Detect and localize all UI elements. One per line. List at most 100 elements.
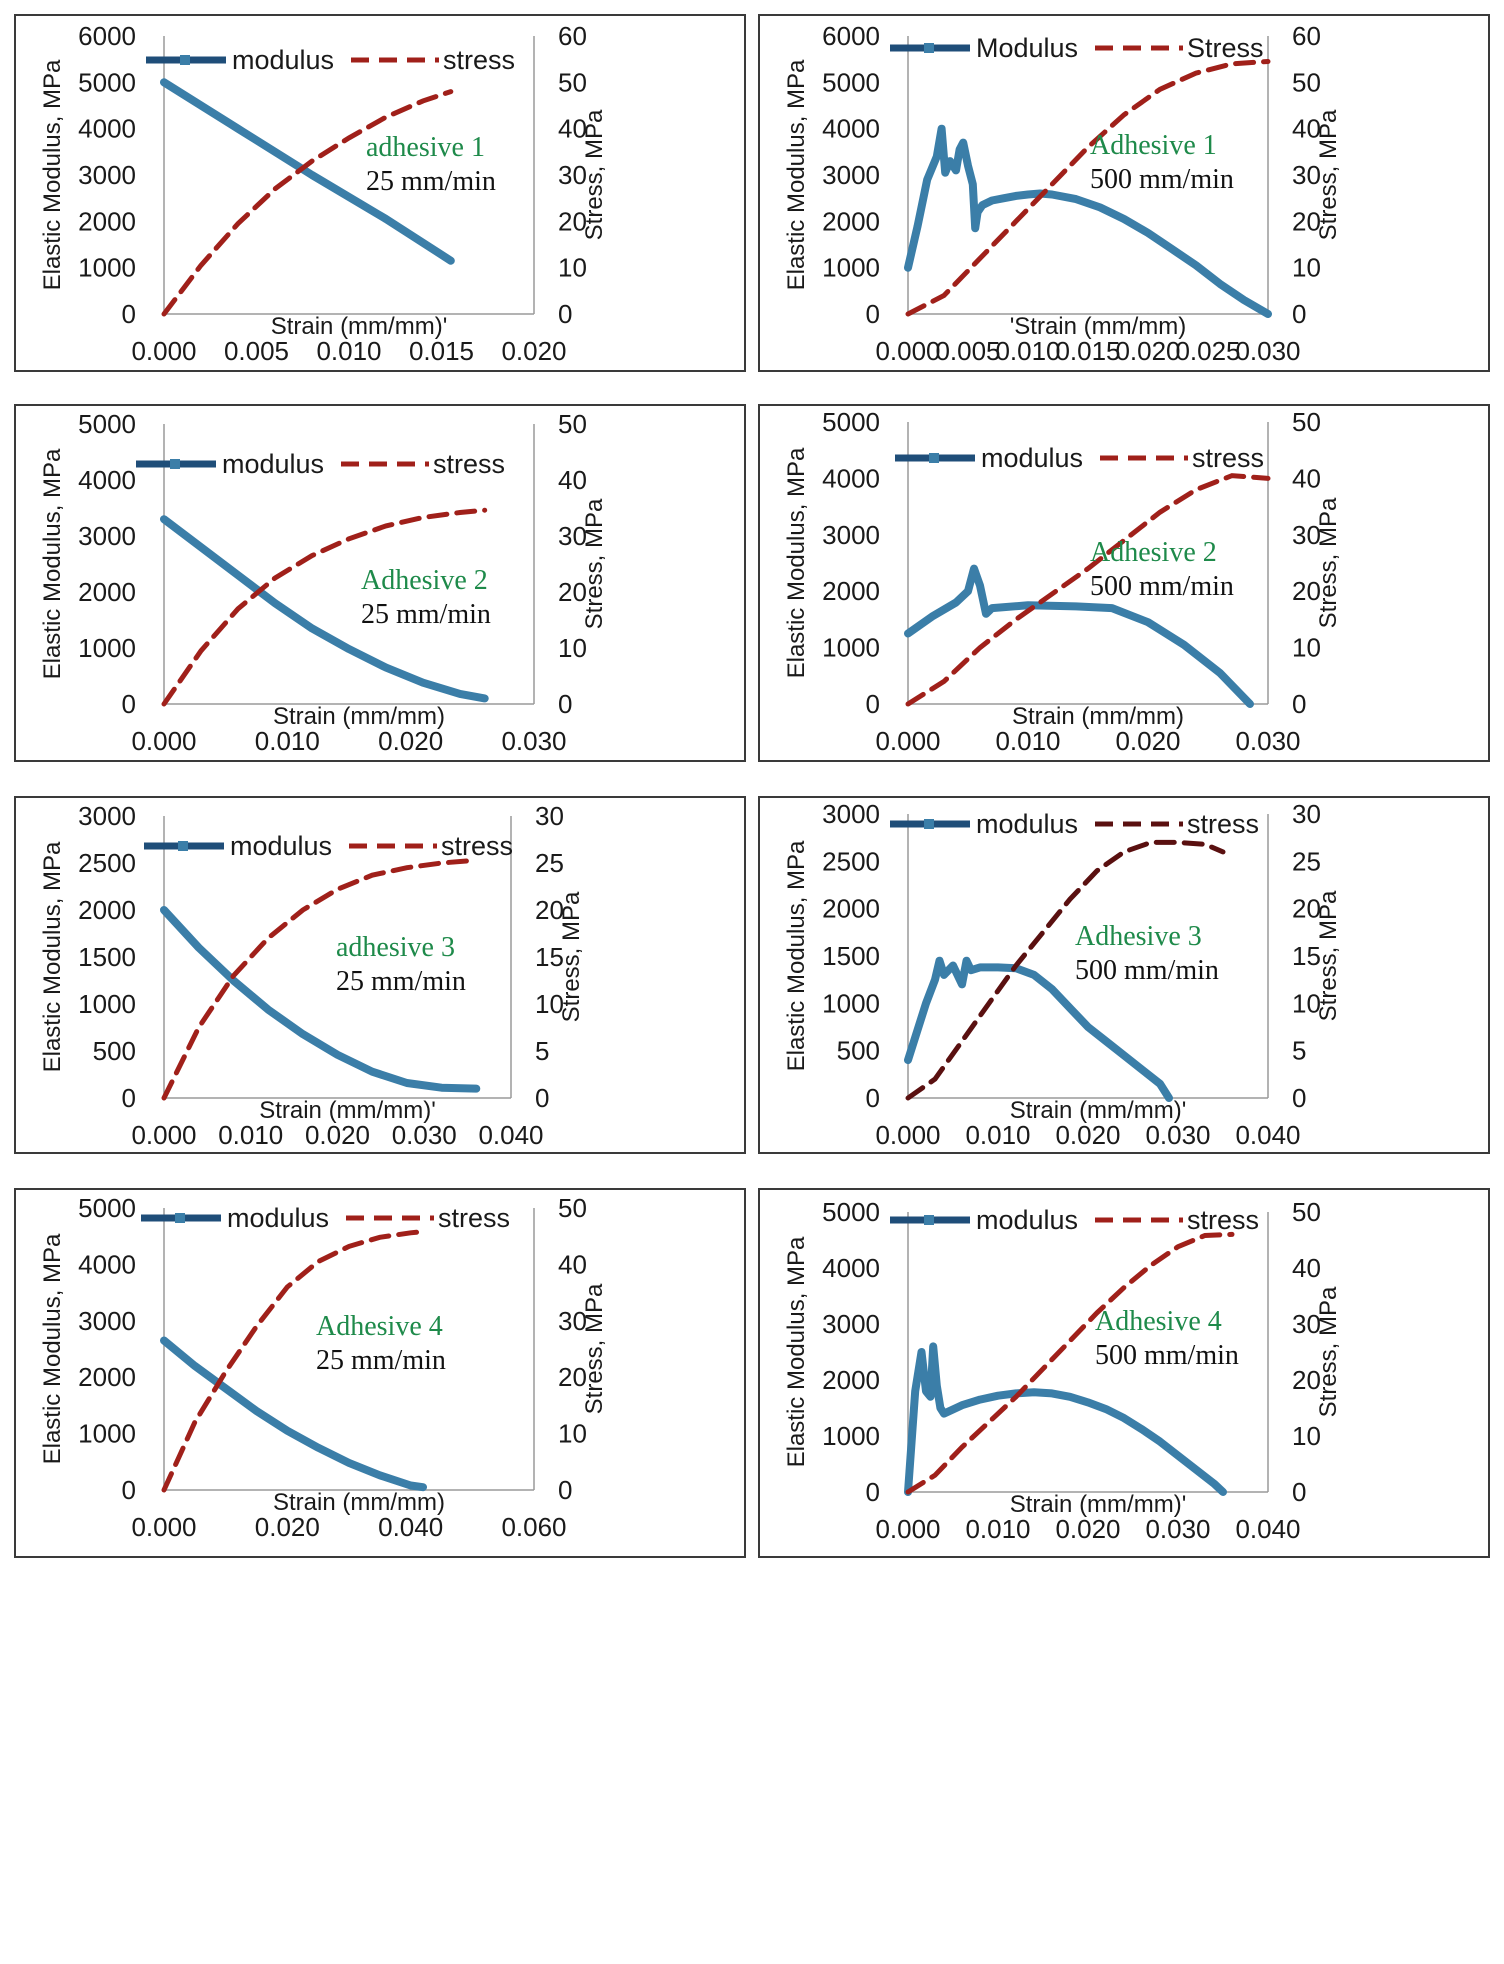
x-tick-label: 0.020 bbox=[1115, 336, 1180, 366]
y-tick-label: 1500 bbox=[822, 941, 880, 971]
legend-modulus-marker bbox=[170, 459, 180, 469]
chart-panel-adhesive-2-25: 0 1000 2000 3000 4000 5000 0 10 20 30 40 50 0.000 0.0… bbox=[14, 404, 746, 762]
x-tick-label: 0.020 bbox=[255, 1512, 320, 1542]
legend-modulus-marker bbox=[178, 841, 188, 851]
y2-tick-label: 0 bbox=[1292, 1083, 1306, 1113]
y2-axis-label: Stress, MPa bbox=[581, 109, 608, 240]
x-tick-label: 0.020 bbox=[305, 1120, 370, 1150]
y-tick-label: 1000 bbox=[78, 633, 136, 663]
x-tick-label: 0.040 bbox=[1235, 1120, 1300, 1150]
x-tick-label: 0.020 bbox=[378, 726, 443, 756]
y2-axis-label: Stress, MPa bbox=[1315, 109, 1342, 240]
y2-axis-label: Stress, MPa bbox=[581, 498, 608, 629]
y2-axis-label: Stress, MPa bbox=[1315, 1286, 1342, 1417]
stress-series-line bbox=[161, 507, 488, 707]
y-tick-label: 5000 bbox=[78, 409, 136, 439]
y-tick-label: 1000 bbox=[78, 989, 136, 1019]
chart-panel-adhesive-4-25: 0 1000 2000 3000 4000 5000 0 10 20 30 40 50 0.000 0.0… bbox=[14, 1188, 746, 1558]
legend-modulus-marker bbox=[924, 43, 934, 53]
x-tick-label: 0.005 bbox=[224, 336, 289, 366]
y2-tick-label: 20 bbox=[535, 895, 564, 925]
modulus-series-line bbox=[904, 124, 1272, 318]
y2-tick-label: 30 bbox=[558, 521, 587, 551]
x-tick-label: 0.000 bbox=[875, 726, 940, 756]
y2-tick-label: 25 bbox=[535, 848, 564, 878]
legend-modulus-label: modulus bbox=[230, 831, 332, 861]
y-tick-label: 2000 bbox=[78, 895, 136, 925]
stress-series-line bbox=[161, 89, 454, 317]
x-tick-label: 0.000 bbox=[875, 1514, 940, 1544]
y-tick-label: 4000 bbox=[78, 114, 136, 144]
y-axis-label: Elastic Modulus, MPa bbox=[39, 1233, 66, 1464]
x-tick-label: 0.000 bbox=[131, 1512, 196, 1542]
y-tick-label: 0 bbox=[122, 299, 136, 329]
legend-stress-label: stress bbox=[443, 45, 515, 75]
legend-modulus-label: Modulus bbox=[976, 33, 1078, 63]
y-tick-label: 5000 bbox=[78, 1193, 136, 1223]
y-tick-label: 3000 bbox=[78, 801, 136, 831]
y-tick-label: 1000 bbox=[822, 253, 880, 283]
x-tick-label: 0.025 bbox=[1175, 336, 1240, 366]
y2-tick-label: 50 bbox=[558, 67, 587, 97]
y2-tick-label: 60 bbox=[1292, 21, 1321, 51]
legend-stress-label: stress bbox=[433, 449, 505, 479]
chart-svg: 0 500 1000 1500 2000 2500 3000 0 5 10 15 20 25 30 0.00… bbox=[783, 799, 1342, 1150]
chart-svg: 0 500 1000 1500 2000 2500 3000 0 5 10 15 20 25 30 0.00… bbox=[39, 801, 585, 1150]
x-tick-label: 0.005 bbox=[935, 336, 1000, 366]
y2-tick-label: 15 bbox=[1292, 941, 1321, 971]
rate-annotation: 25 mm/min bbox=[361, 599, 491, 630]
y2-tick-label: 10 bbox=[1292, 253, 1321, 283]
y-tick-label: 3000 bbox=[822, 799, 880, 829]
y-tick-label: 0 bbox=[122, 689, 136, 719]
y2-tick-label: 50 bbox=[1292, 407, 1321, 437]
rate-annotation: 500 mm/min bbox=[1090, 164, 1234, 195]
y2-tick-label: 10 bbox=[558, 633, 587, 663]
y-tick-label: 2000 bbox=[78, 1362, 136, 1392]
x-tick-label: 0.030 bbox=[1145, 1120, 1210, 1150]
adhesive-annotation: Adhesive 3 bbox=[1075, 921, 1202, 952]
y2-tick-label: 0 bbox=[535, 1083, 549, 1113]
y2-tick-label: 60 bbox=[558, 21, 587, 51]
y-tick-label: 0 bbox=[122, 1083, 136, 1113]
y2-tick-label: 10 bbox=[1292, 1421, 1321, 1451]
legend-stress-label: stress bbox=[1187, 809, 1259, 839]
x-tick-label: 0.000 bbox=[131, 726, 196, 756]
y-tick-label: 0 bbox=[866, 299, 880, 329]
legend-modulus-marker bbox=[924, 1215, 934, 1225]
y2-axis-label: Stress, MPa bbox=[1315, 497, 1342, 628]
x-tick-label: 0.010 bbox=[995, 336, 1060, 366]
modulus-series-line bbox=[160, 515, 489, 703]
y-tick-label: 1000 bbox=[822, 1421, 880, 1451]
y-tick-label: 3000 bbox=[78, 1306, 136, 1336]
adhesive-annotation: adhesive 3 bbox=[336, 932, 455, 963]
x-tick-label: 0.015 bbox=[1055, 336, 1120, 366]
y2-tick-label: 0 bbox=[1292, 1477, 1306, 1507]
y2-tick-label: 50 bbox=[558, 409, 587, 439]
y2-tick-label: 5 bbox=[535, 1036, 549, 1066]
y2-tick-label: 20 bbox=[1292, 206, 1321, 236]
y2-tick-label: 40 bbox=[1292, 463, 1321, 493]
y2-tick-label: 0 bbox=[558, 1475, 572, 1505]
rate-annotation: 25 mm/min bbox=[336, 966, 466, 997]
y-tick-label: 3000 bbox=[78, 160, 136, 190]
chart-svg: 0 1000 2000 3000 4000 5000 0 10 20 30 40 50 0.000 0.0… bbox=[783, 1197, 1342, 1544]
y-tick-label: 5000 bbox=[78, 67, 136, 97]
y2-tick-label: 10 bbox=[535, 989, 564, 1019]
x-tick-label: 0.010 bbox=[995, 726, 1060, 756]
legend-modulus-marker bbox=[924, 819, 934, 829]
modulus-series-line bbox=[904, 564, 1254, 708]
x-tick-label: 0.030 bbox=[501, 726, 566, 756]
legend-modulus-label: modulus bbox=[981, 443, 1083, 473]
y-tick-label: 2000 bbox=[78, 206, 136, 236]
x-tick-label: 0.010 bbox=[316, 336, 381, 366]
y-tick-label: 6000 bbox=[78, 21, 136, 51]
x-axis-label: 'Strain (mm/mm) bbox=[1010, 313, 1187, 340]
y-tick-label: 3000 bbox=[822, 160, 880, 190]
y2-tick-label: 40 bbox=[1292, 114, 1321, 144]
modulus-series-line bbox=[160, 1336, 427, 1492]
x-axis-label: Strain (mm/mm) bbox=[273, 1489, 445, 1516]
y-axis-label: Elastic Modulus, MPa bbox=[39, 448, 66, 679]
x-tick-label: 0.000 bbox=[875, 336, 940, 366]
modulus-series-line bbox=[160, 78, 455, 265]
y2-tick-label: 30 bbox=[1292, 520, 1321, 550]
